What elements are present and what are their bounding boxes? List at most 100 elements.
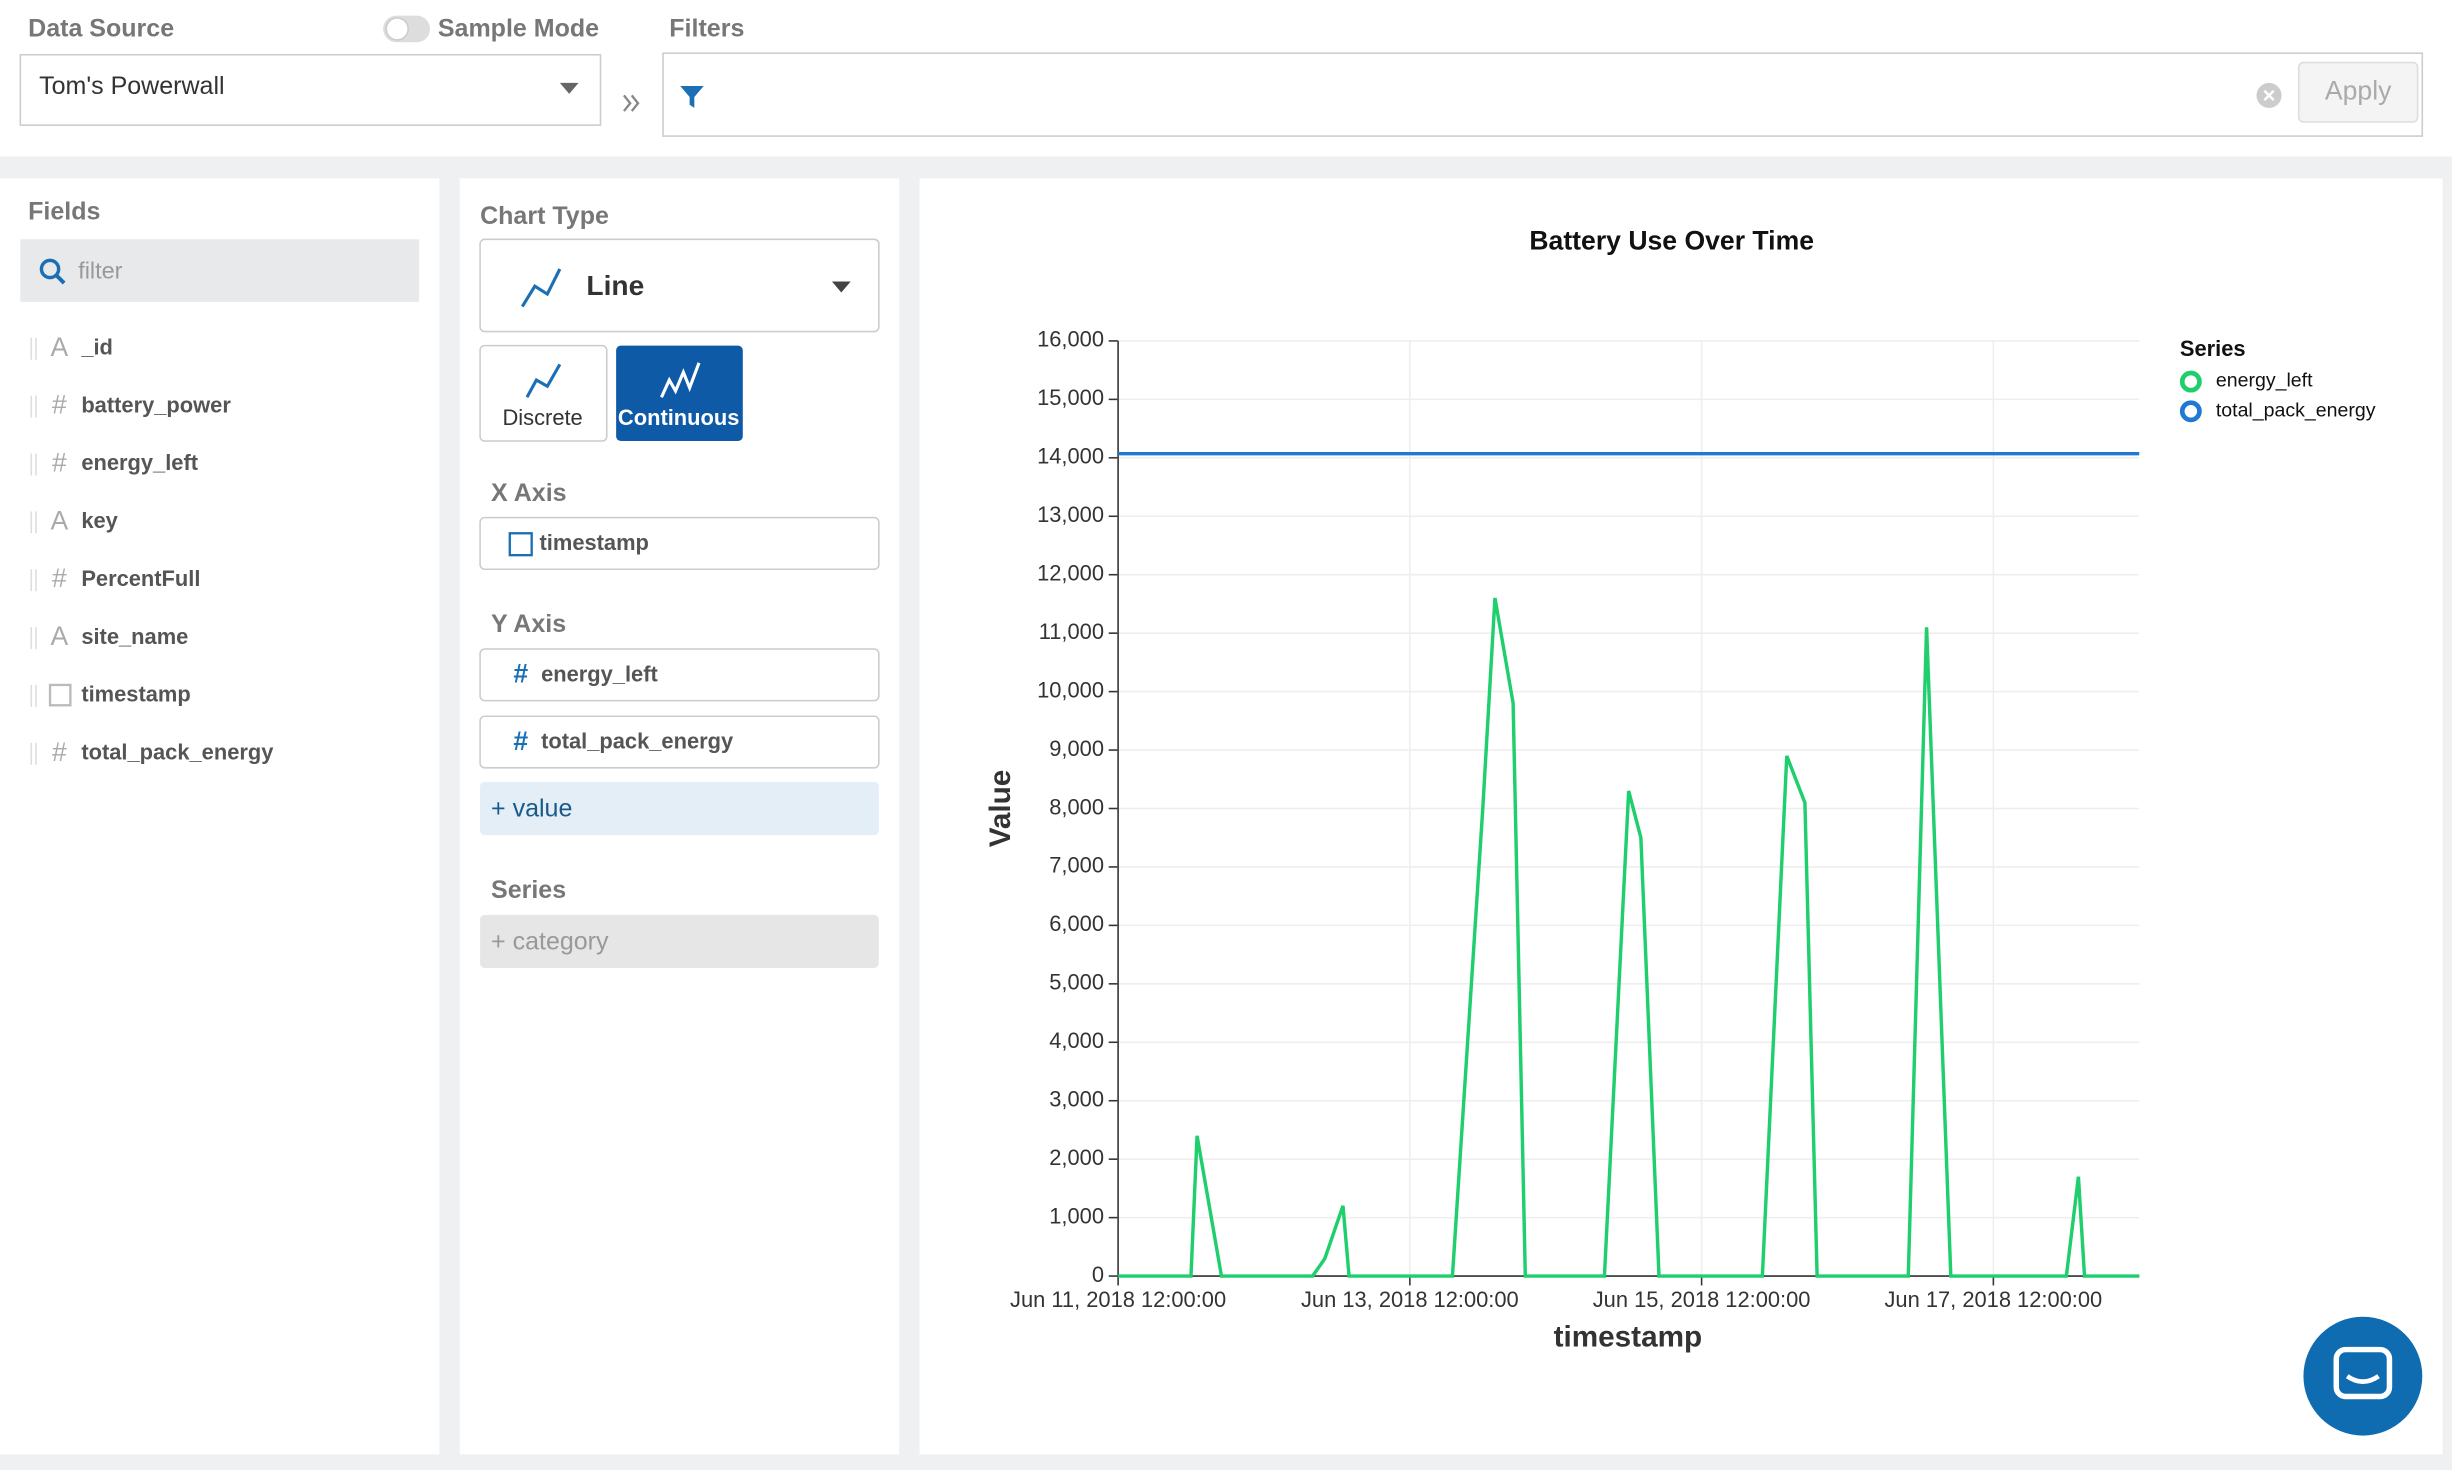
y-tick-label: 3,000 bbox=[1049, 1087, 1104, 1112]
field-filter[interactable] bbox=[20, 239, 420, 302]
fields-panel bbox=[0, 178, 440, 1455]
toggle-knob bbox=[385, 17, 409, 41]
y-tick-label: 14,000 bbox=[1037, 444, 1104, 469]
field-icon: A bbox=[51, 621, 69, 651]
x-tick-label: Jun 17, 2018 12:00:00 bbox=[1884, 1287, 2102, 1312]
field-name: total_pack_energy bbox=[81, 740, 274, 765]
field-name: battery_power bbox=[81, 392, 231, 417]
y-tick-label: 4,000 bbox=[1049, 1028, 1104, 1053]
y-field: energy_left bbox=[541, 661, 658, 686]
filter-placeholder: filter bbox=[78, 257, 122, 283]
field-icon-hash: # bbox=[513, 726, 528, 756]
x-tick-label: Jun 11, 2018 12:00:00 bbox=[1010, 1287, 1226, 1312]
chat-icon bbox=[2345, 1374, 2380, 1384]
add-category-label: + category bbox=[491, 928, 609, 956]
add-value-label: + value bbox=[491, 795, 572, 823]
panel-title: Chart Type bbox=[480, 202, 609, 230]
field-name: timestamp bbox=[81, 682, 190, 707]
field-name: site_name bbox=[81, 624, 188, 649]
field-icon: # bbox=[52, 737, 67, 767]
panel-title: Fields bbox=[28, 197, 100, 225]
data-source-value: Tom's Powerwall bbox=[39, 72, 225, 100]
legend-marker bbox=[2179, 370, 2202, 393]
field-name: PercentFull bbox=[81, 566, 200, 591]
discrete-button[interactable] bbox=[479, 344, 608, 442]
legend-title: Series bbox=[2180, 336, 2246, 361]
y-tick-label: 5,000 bbox=[1049, 970, 1104, 995]
y-tick-label: 11,000 bbox=[1039, 619, 1104, 644]
calendar-icon bbox=[508, 532, 533, 557]
y-tick-label: 13,000 bbox=[1037, 502, 1104, 527]
grip bbox=[30, 627, 37, 649]
label: Sample Mode bbox=[438, 14, 599, 42]
filter-input[interactable] bbox=[662, 52, 2424, 137]
field-icon: # bbox=[52, 563, 67, 593]
button-label: Continuous bbox=[618, 405, 740, 430]
search-icon bbox=[39, 258, 61, 280]
legend-marker bbox=[2179, 400, 2202, 423]
field-name: key bbox=[81, 508, 118, 533]
grip bbox=[30, 453, 37, 476]
y-field-pill[interactable] bbox=[479, 715, 880, 769]
discrete-icon bbox=[525, 363, 562, 398]
grip bbox=[30, 684, 37, 707]
y-field: total_pack_energy bbox=[541, 729, 734, 754]
button-label: Discrete bbox=[503, 405, 583, 430]
grip bbox=[30, 395, 37, 418]
add-value[interactable] bbox=[480, 781, 879, 836]
y-tick-label: 10,000 bbox=[1037, 677, 1104, 702]
y-tick-label: 7,000 bbox=[1049, 853, 1104, 878]
apply-label: Apply bbox=[2325, 75, 2392, 105]
label: Filters bbox=[669, 14, 744, 42]
legend-label: energy_left bbox=[2216, 370, 2313, 392]
continuous-button[interactable] bbox=[616, 345, 743, 442]
field-icon: # bbox=[52, 447, 67, 477]
filter-icon bbox=[680, 86, 704, 108]
apply-button[interactable] bbox=[2297, 61, 2419, 123]
add-category[interactable] bbox=[480, 914, 879, 969]
caret bbox=[559, 82, 579, 94]
y-tick-label: 12,000 bbox=[1037, 560, 1104, 585]
chart-title: Battery Use Over Time bbox=[1529, 225, 1814, 255]
x-field-pill[interactable] bbox=[479, 516, 880, 571]
y-tick-label: 6,000 bbox=[1049, 911, 1104, 936]
y-tick-label: 0 bbox=[1092, 1262, 1104, 1287]
grip bbox=[30, 742, 37, 765]
chevrons bbox=[623, 94, 640, 112]
legend-label: total_pack_energy bbox=[2216, 399, 2376, 421]
chat-icon bbox=[2333, 1346, 2393, 1400]
field-icon: A bbox=[51, 505, 69, 535]
x-axis-title: timestamp bbox=[1554, 1320, 1703, 1353]
x-tick-label: Jun 15, 2018 12:00:00 bbox=[1593, 1287, 1811, 1312]
section-label: Y Axis bbox=[491, 610, 566, 638]
caret bbox=[831, 281, 851, 293]
grip bbox=[30, 511, 37, 534]
field-icon-hash: # bbox=[513, 659, 528, 689]
line-icon bbox=[520, 268, 562, 308]
label: Data Source bbox=[28, 14, 174, 42]
grip bbox=[30, 569, 37, 592]
y-tick-label: 15,000 bbox=[1037, 385, 1104, 410]
calendar-icon bbox=[48, 683, 72, 707]
series-line bbox=[1118, 597, 2140, 1278]
y-tick-label: 9,000 bbox=[1049, 736, 1104, 761]
continuous-icon bbox=[660, 362, 701, 398]
field-icon: A bbox=[51, 332, 69, 362]
chat-button[interactable] bbox=[2303, 1316, 2423, 1436]
field-name: _id bbox=[80, 335, 113, 360]
x-tick-label: Jun 13, 2018 12:00:00 bbox=[1301, 1287, 1519, 1312]
y-field-list: # energy_left # total_pack_energy bbox=[479, 648, 880, 769]
section-label: Series bbox=[491, 876, 566, 904]
y-tick-label: 16,000 bbox=[1037, 327, 1104, 352]
clear-x bbox=[2263, 89, 2275, 101]
data-source-select[interactable] bbox=[19, 53, 602, 126]
chart-panel bbox=[919, 178, 2443, 1455]
x-field: timestamp bbox=[540, 530, 649, 555]
y-field-pill[interactable] bbox=[479, 648, 880, 702]
y-tick-label: 2,000 bbox=[1049, 1145, 1104, 1170]
field-list: A _id # battery_power # energy_left A key # Perce… bbox=[30, 332, 274, 767]
chart-type-select[interactable] bbox=[479, 238, 880, 333]
chart-type-value: Line bbox=[586, 270, 644, 301]
section-label: X Axis bbox=[491, 479, 567, 507]
